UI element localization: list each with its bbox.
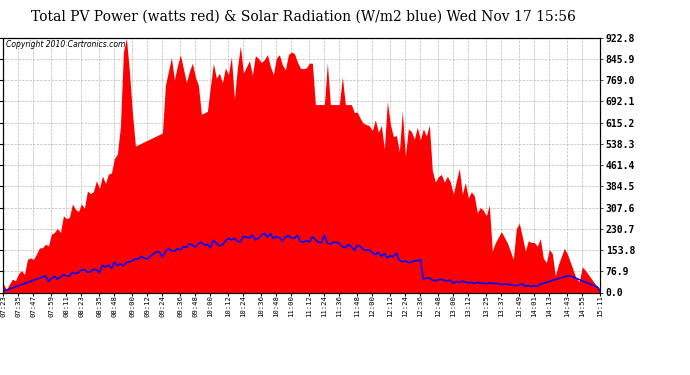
Text: Total PV Power (watts red) & Solar Radiation (W/m2 blue) Wed Nov 17 15:56: Total PV Power (watts red) & Solar Radia…	[31, 9, 576, 23]
Text: Copyright 2010 Cartronics.com: Copyright 2010 Cartronics.com	[6, 40, 126, 49]
